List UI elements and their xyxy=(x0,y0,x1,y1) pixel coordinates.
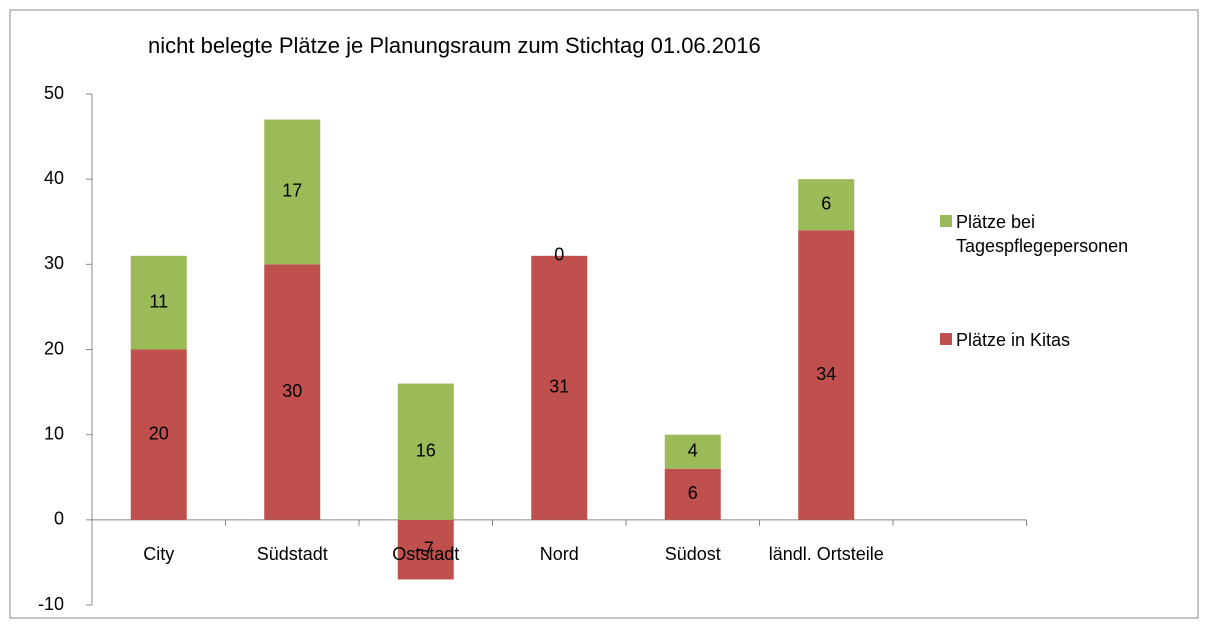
bar-segment xyxy=(798,179,855,231)
legend-label: Plätze bei Tagespflegepersonen xyxy=(956,212,1129,256)
bar-segment xyxy=(397,519,454,580)
x-tick-label: Südost xyxy=(664,543,721,564)
x-tick-label: ländl. Ortsteile xyxy=(768,543,884,564)
chart-title: nicht belegte Plätze je Planungsraum zum… xyxy=(148,33,761,58)
y-tick-label: 40 xyxy=(44,168,64,188)
bar-segment xyxy=(664,434,721,469)
data-label: 6 xyxy=(821,193,831,213)
data-label: 0 xyxy=(554,245,564,265)
legend-swatch xyxy=(940,215,952,227)
bar-segment xyxy=(531,255,588,520)
y-tick-label: 0 xyxy=(54,509,64,529)
data-label: -7 xyxy=(418,538,434,558)
bar-segment xyxy=(664,468,721,520)
y-tick-label: 30 xyxy=(44,253,64,273)
legend-swatch xyxy=(940,333,952,345)
chart-border xyxy=(9,9,1199,619)
bar-segment xyxy=(130,255,187,350)
data-label: 6 xyxy=(688,483,698,503)
y-tick-label: -10 xyxy=(38,594,64,614)
x-tick-label: Oststadt xyxy=(392,543,460,564)
bar-segment xyxy=(264,264,321,520)
data-label: 30 xyxy=(282,381,302,401)
y-tick-label: 10 xyxy=(44,423,64,443)
data-label: 34 xyxy=(816,364,836,384)
bar-segment xyxy=(397,383,454,520)
y-tick-label: 50 xyxy=(44,83,64,103)
legend-label: Plätze in Kitas xyxy=(956,330,1071,350)
bar-segment xyxy=(264,119,321,265)
data-label: 16 xyxy=(416,440,436,460)
x-tick-label: Südstadt xyxy=(256,543,328,564)
data-label: 11 xyxy=(149,291,168,311)
x-tick-label: City xyxy=(143,543,175,564)
bar-segment xyxy=(798,230,855,520)
data-label: 17 xyxy=(282,181,302,201)
data-label: 31 xyxy=(549,377,569,397)
x-tick-label: Nord xyxy=(539,543,579,564)
y-tick-label: 20 xyxy=(44,338,64,358)
bar-segment xyxy=(130,349,187,520)
data-label: 4 xyxy=(688,440,698,460)
data-label: 20 xyxy=(149,423,169,443)
